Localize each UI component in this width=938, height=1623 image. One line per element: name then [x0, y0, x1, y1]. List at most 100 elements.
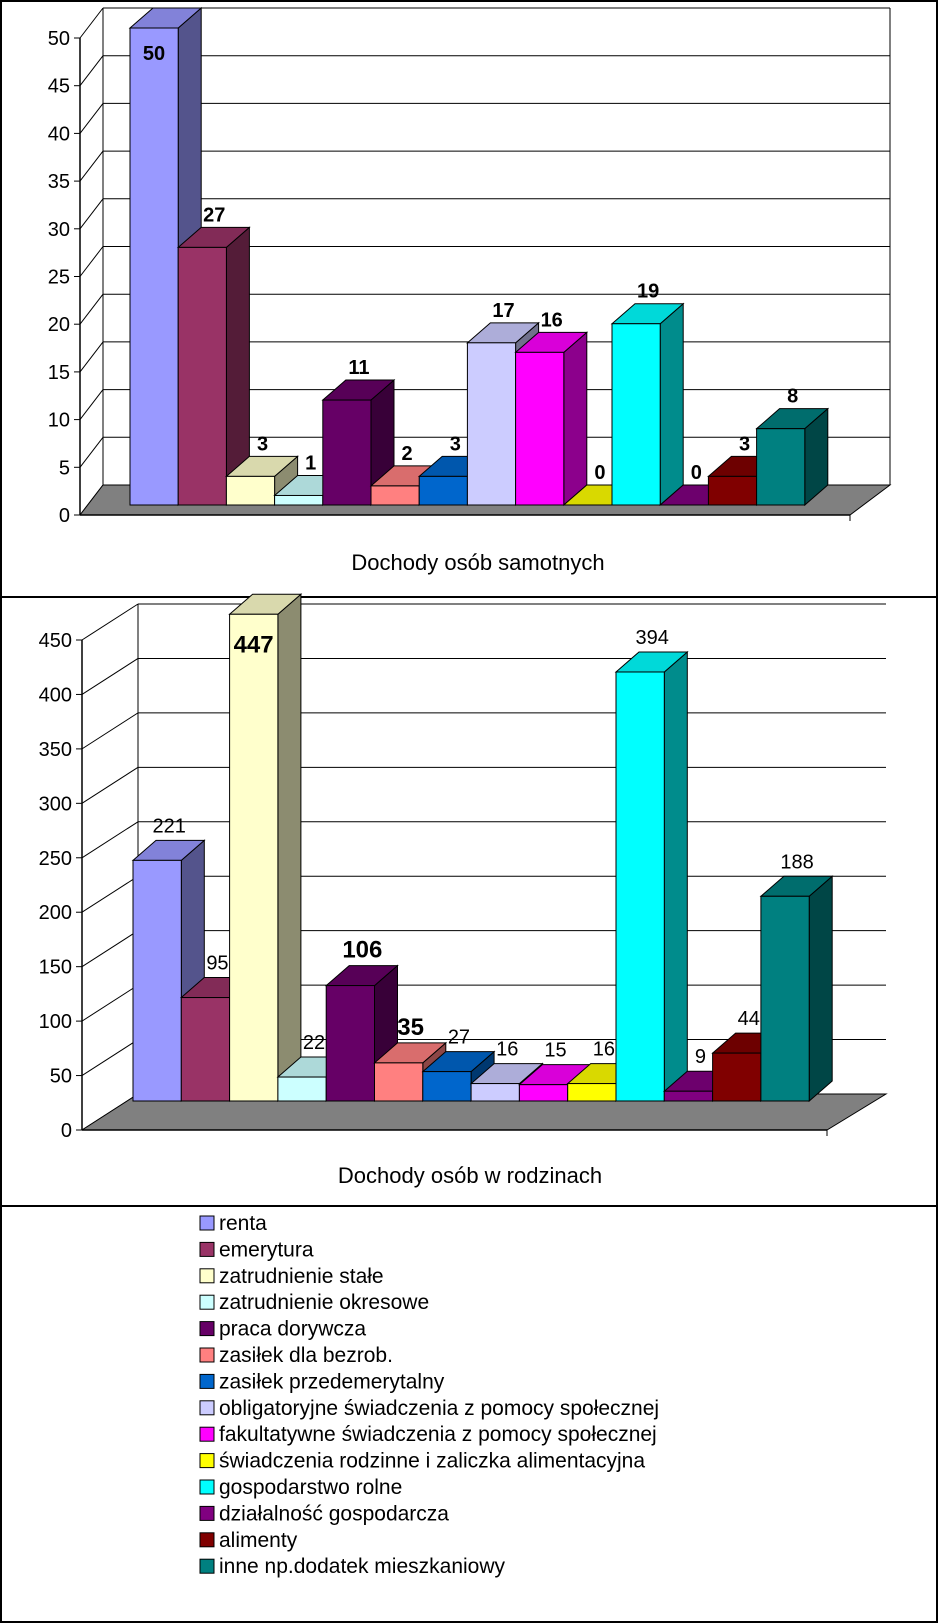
grid-diagonal [81, 1039, 139, 1076]
legend-swatch [199, 1241, 215, 1257]
grid-diagonal [79, 7, 104, 39]
legend-swatch [199, 1479, 215, 1495]
bar-2 [228, 593, 303, 1103]
data-label: 2 [402, 443, 413, 465]
grid-diagonal [81, 603, 139, 641]
bar-front [274, 494, 324, 506]
bar-front [322, 399, 372, 506]
y-tick-label: 450 [39, 630, 72, 652]
legend-label: gospodarstwo rolne [219, 1476, 402, 1499]
legend-label: działalność gospodarcza [219, 1502, 449, 1525]
legend-label: praca dorywcza [219, 1318, 366, 1341]
data-label: 19 [637, 281, 659, 303]
y-tick-label: 300 [39, 793, 72, 815]
data-label: 9 [695, 1046, 706, 1068]
x-axis-label-samotne: Dochody osób samotnych [351, 550, 604, 575]
bar-front [180, 997, 231, 1102]
bar-10 [610, 302, 685, 507]
bar-front [707, 475, 758, 506]
bar-front [370, 485, 420, 506]
y-tick-label: 50 [50, 1066, 72, 1088]
bar-1 [176, 226, 251, 507]
bar-4 [321, 378, 396, 507]
bar-front [129, 27, 179, 506]
y-tick-label: 100 [39, 1011, 72, 1033]
legend-item: obligatoryjne świadczenia z pomocy społe… [199, 1397, 659, 1420]
bar-front [132, 859, 182, 1102]
data-label: 16 [593, 1039, 615, 1061]
legend-label: emerytura [219, 1238, 314, 1261]
legend-label: zatrudnienie okresowe [219, 1291, 429, 1314]
bar-front [663, 1090, 714, 1102]
data-label: 16 [541, 309, 563, 331]
data-label: 3 [257, 433, 268, 455]
grid-diagonal [79, 293, 104, 325]
grid-diagonal [79, 389, 104, 420]
legend-label: renta [219, 1212, 267, 1235]
legend-item: alimenty [199, 1529, 298, 1552]
data-label: 8 [787, 386, 798, 408]
bar-front [325, 985, 376, 1102]
legend: renta emerytura zatrudnienie stałe zatrudni… [199, 1212, 659, 1578]
y-tick-label: 45 [48, 76, 70, 98]
legend-swatch [199, 1321, 215, 1337]
bar-side [563, 331, 588, 507]
legend-item: renta [199, 1212, 267, 1235]
grid-diagonal [79, 436, 104, 468]
y-tick-label: 350 [39, 739, 72, 761]
legend-item: fakultatywne świadczenia z pomocy społec… [199, 1423, 657, 1446]
bar-side [808, 875, 833, 1103]
legend-swatch [199, 1347, 215, 1363]
data-label: 17 [492, 300, 514, 322]
bar-front [615, 671, 665, 1102]
legend-item: emerytura [199, 1238, 314, 1261]
bar-10 [614, 650, 689, 1103]
y-tick-label: 0 [61, 1120, 72, 1142]
data-label: 394 [635, 627, 668, 649]
bar-front [515, 351, 565, 506]
bar-front [518, 1084, 569, 1102]
bar-front [760, 895, 810, 1102]
legend-swatch [199, 1532, 215, 1548]
bar-front [229, 613, 279, 1102]
bar-front [277, 1076, 327, 1102]
bar-front [756, 428, 806, 506]
grid-diagonal [79, 55, 104, 87]
data-label: 27 [448, 1027, 470, 1049]
grid-diagonal [81, 984, 139, 1022]
data-label: 1 [305, 452, 316, 474]
data-label: 11 [348, 357, 369, 379]
legend-swatch [199, 1215, 215, 1231]
legend-swatch [199, 1294, 215, 1310]
grid-diagonal [79, 198, 104, 230]
legend-item: zatrudnienie okresowe [199, 1291, 429, 1314]
bar-front [374, 1062, 424, 1102]
grid-diagonal [81, 875, 139, 913]
bar-front [712, 1052, 762, 1102]
data-label: 35 [397, 1014, 424, 1041]
data-label: 22 [303, 1032, 325, 1054]
legend-swatch [199, 1453, 215, 1469]
bar-side [277, 593, 302, 1103]
data-label: 44 [738, 1008, 760, 1030]
grid-diagonal [79, 246, 104, 277]
bar-13 [759, 875, 834, 1103]
y-tick-label: 15 [48, 362, 70, 384]
y-tick-label: 35 [48, 171, 70, 193]
bar-front [470, 1083, 520, 1102]
bar-13 [755, 407, 830, 507]
x-axis-label-rodziny: Dochody osób w rodzinach [338, 1163, 602, 1188]
grid-diagonal [81, 658, 139, 695]
data-label: 188 [780, 851, 813, 873]
grid-diagonal [81, 766, 139, 804]
legend-label: świadczenia rodzinne i zaliczka alimenta… [219, 1450, 645, 1473]
data-label: 447 [234, 631, 274, 658]
y-tick-label: 40 [48, 123, 70, 145]
data-label: 27 [203, 204, 225, 226]
data-label: 3 [739, 433, 750, 455]
bar-front [418, 475, 468, 506]
legend-swatch [199, 1505, 215, 1521]
legend-label: inne np.dodatek mieszkaniowy [219, 1555, 506, 1578]
